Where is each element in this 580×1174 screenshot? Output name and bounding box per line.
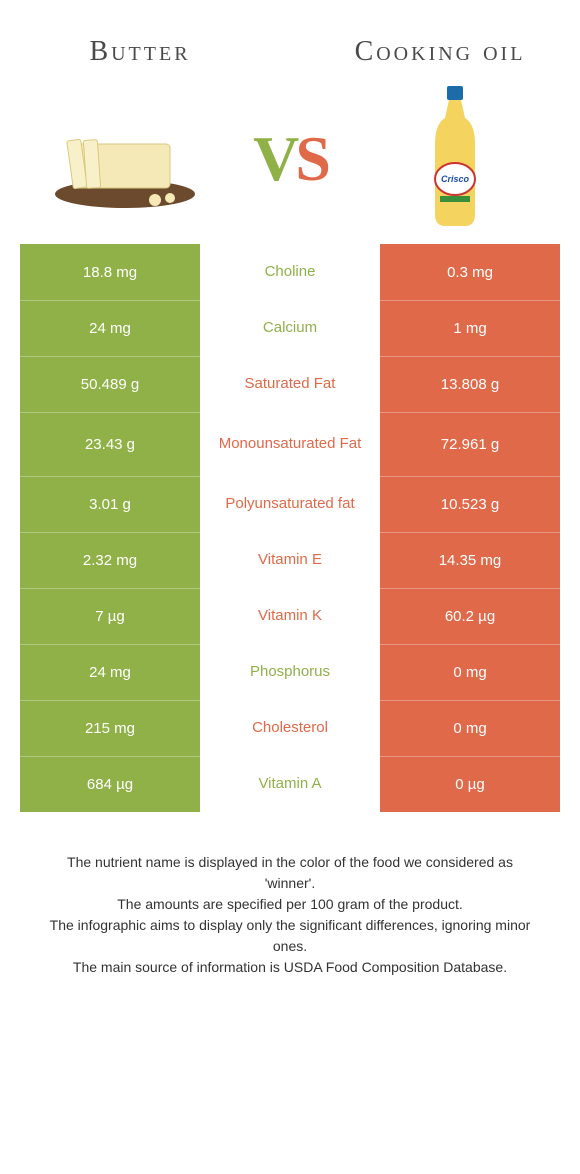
cell-right-value: 60.2 µg [380,588,560,644]
butter-icon [45,104,205,214]
cell-left-value: 2.32 mg [20,532,200,588]
cell-right-value: 0 mg [380,644,560,700]
table-row: 24 mgCalcium1 mg [20,300,560,356]
butter-image [40,94,210,224]
cell-right-value: 14.35 mg [380,532,560,588]
cell-nutrient-label: Saturated Fat [200,356,380,412]
cell-right-value: 13.808 g [380,356,560,412]
cell-nutrient-label: Cholesterol [200,700,380,756]
footer-line-4: The main source of information is USDA F… [40,957,540,978]
cell-right-value: 1 mg [380,300,560,356]
cell-left-value: 24 mg [20,300,200,356]
cell-nutrient-label: Calcium [200,300,380,356]
cell-left-value: 684 µg [20,756,200,812]
cell-right-value: 0.3 mg [380,244,560,300]
cell-left-value: 50.489 g [20,356,200,412]
cell-nutrient-label: Vitamin K [200,588,380,644]
footer-line-3: The infographic aims to display only the… [40,915,540,957]
cell-right-value: 0 mg [380,700,560,756]
cell-nutrient-label: Phosphorus [200,644,380,700]
cell-left-value: 215 mg [20,700,200,756]
footer-line-2: The amounts are specified per 100 gram o… [40,894,540,915]
table-row: 2.32 mgVitamin E14.35 mg [20,532,560,588]
table-row: 215 mgCholesterol0 mg [20,700,560,756]
title-oil: Cooking oil [340,20,540,84]
cell-left-value: 23.43 g [20,412,200,476]
cell-nutrient-label: Vitamin A [200,756,380,812]
cell-nutrient-label: Polyunsaturated fat [200,476,380,532]
table-row: 23.43 gMonounsaturated Fat72.961 g [20,412,560,476]
table-row: 18.8 mgCholine0.3 mg [20,244,560,300]
cell-nutrient-label: Vitamin E [200,532,380,588]
title-butter: Butter [40,20,240,84]
cell-right-value: 10.523 g [380,476,560,532]
cell-left-value: 24 mg [20,644,200,700]
table-row: 7 µgVitamin K60.2 µg [20,588,560,644]
cell-right-value: 0 µg [380,756,560,812]
cell-left-value: 3.01 g [20,476,200,532]
header: Butter Cooking oil [0,20,580,84]
cell-nutrient-label: Choline [200,244,380,300]
svg-text:Crisco: Crisco [441,174,470,184]
cell-left-value: 18.8 mg [20,244,200,300]
table-row: 684 µgVitamin A0 µg [20,756,560,812]
footer: The nutrient name is displayed in the co… [0,812,580,978]
table-row: 3.01 gPolyunsaturated fat10.523 g [20,476,560,532]
cell-right-value: 72.961 g [380,412,560,476]
oil-image: Crisco [370,94,540,224]
cell-left-value: 7 µg [20,588,200,644]
vs-v: V [253,123,295,194]
table-row: 50.489 gSaturated Fat13.808 g [20,356,560,412]
vs-label: VS [253,122,327,196]
footer-line-1: The nutrient name is displayed in the co… [40,852,540,894]
header-left: Butter [40,20,240,84]
table-row: 24 mgPhosphorus0 mg [20,644,560,700]
vs-s: S [295,123,327,194]
header-right: Cooking oil [340,20,540,84]
cell-nutrient-label: Monounsaturated Fat [200,412,380,476]
image-row: VS Crisco [0,84,580,244]
nutrient-table: 18.8 mgCholine0.3 mg24 mgCalcium1 mg50.4… [20,244,560,812]
oil-bottle-icon: Crisco [415,84,495,234]
